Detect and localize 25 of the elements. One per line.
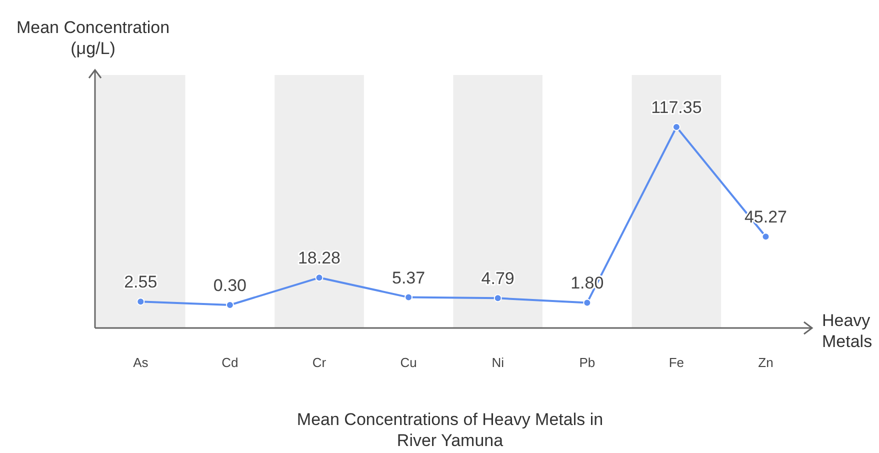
point bbox=[226, 301, 234, 309]
data-label: 2.55 bbox=[124, 272, 158, 292]
y-axis-title: Mean Concentration (μg/L) bbox=[16, 18, 170, 58]
data-label: 4.79 bbox=[481, 269, 514, 288]
point bbox=[494, 294, 502, 302]
x-tick-label: Pb bbox=[579, 355, 596, 370]
point bbox=[672, 123, 680, 131]
x-tick-label: As bbox=[133, 355, 149, 370]
point bbox=[762, 232, 770, 241]
data-label: 0.30 bbox=[213, 276, 246, 295]
point bbox=[315, 274, 324, 282]
x-axis-title: Heavy Metals bbox=[822, 311, 872, 351]
x-tick-label: Zn bbox=[758, 355, 774, 370]
x-tick-label: Cr bbox=[312, 355, 327, 370]
x-tick-label: Cd bbox=[222, 355, 238, 370]
data-label: 18.28 bbox=[298, 248, 341, 268]
point bbox=[404, 293, 413, 302]
x-tick-label: Fe bbox=[668, 355, 684, 370]
data-label: 5.37 bbox=[392, 268, 426, 288]
point bbox=[583, 298, 592, 307]
x-tick-label: Cu bbox=[400, 355, 417, 370]
x-tick-label: Ni bbox=[492, 355, 504, 370]
text: Mean Concentrations of Heavy Metals in River Yamuna bbox=[296, 410, 604, 450]
data-label: 117.35 bbox=[651, 98, 702, 117]
point bbox=[136, 298, 145, 306]
